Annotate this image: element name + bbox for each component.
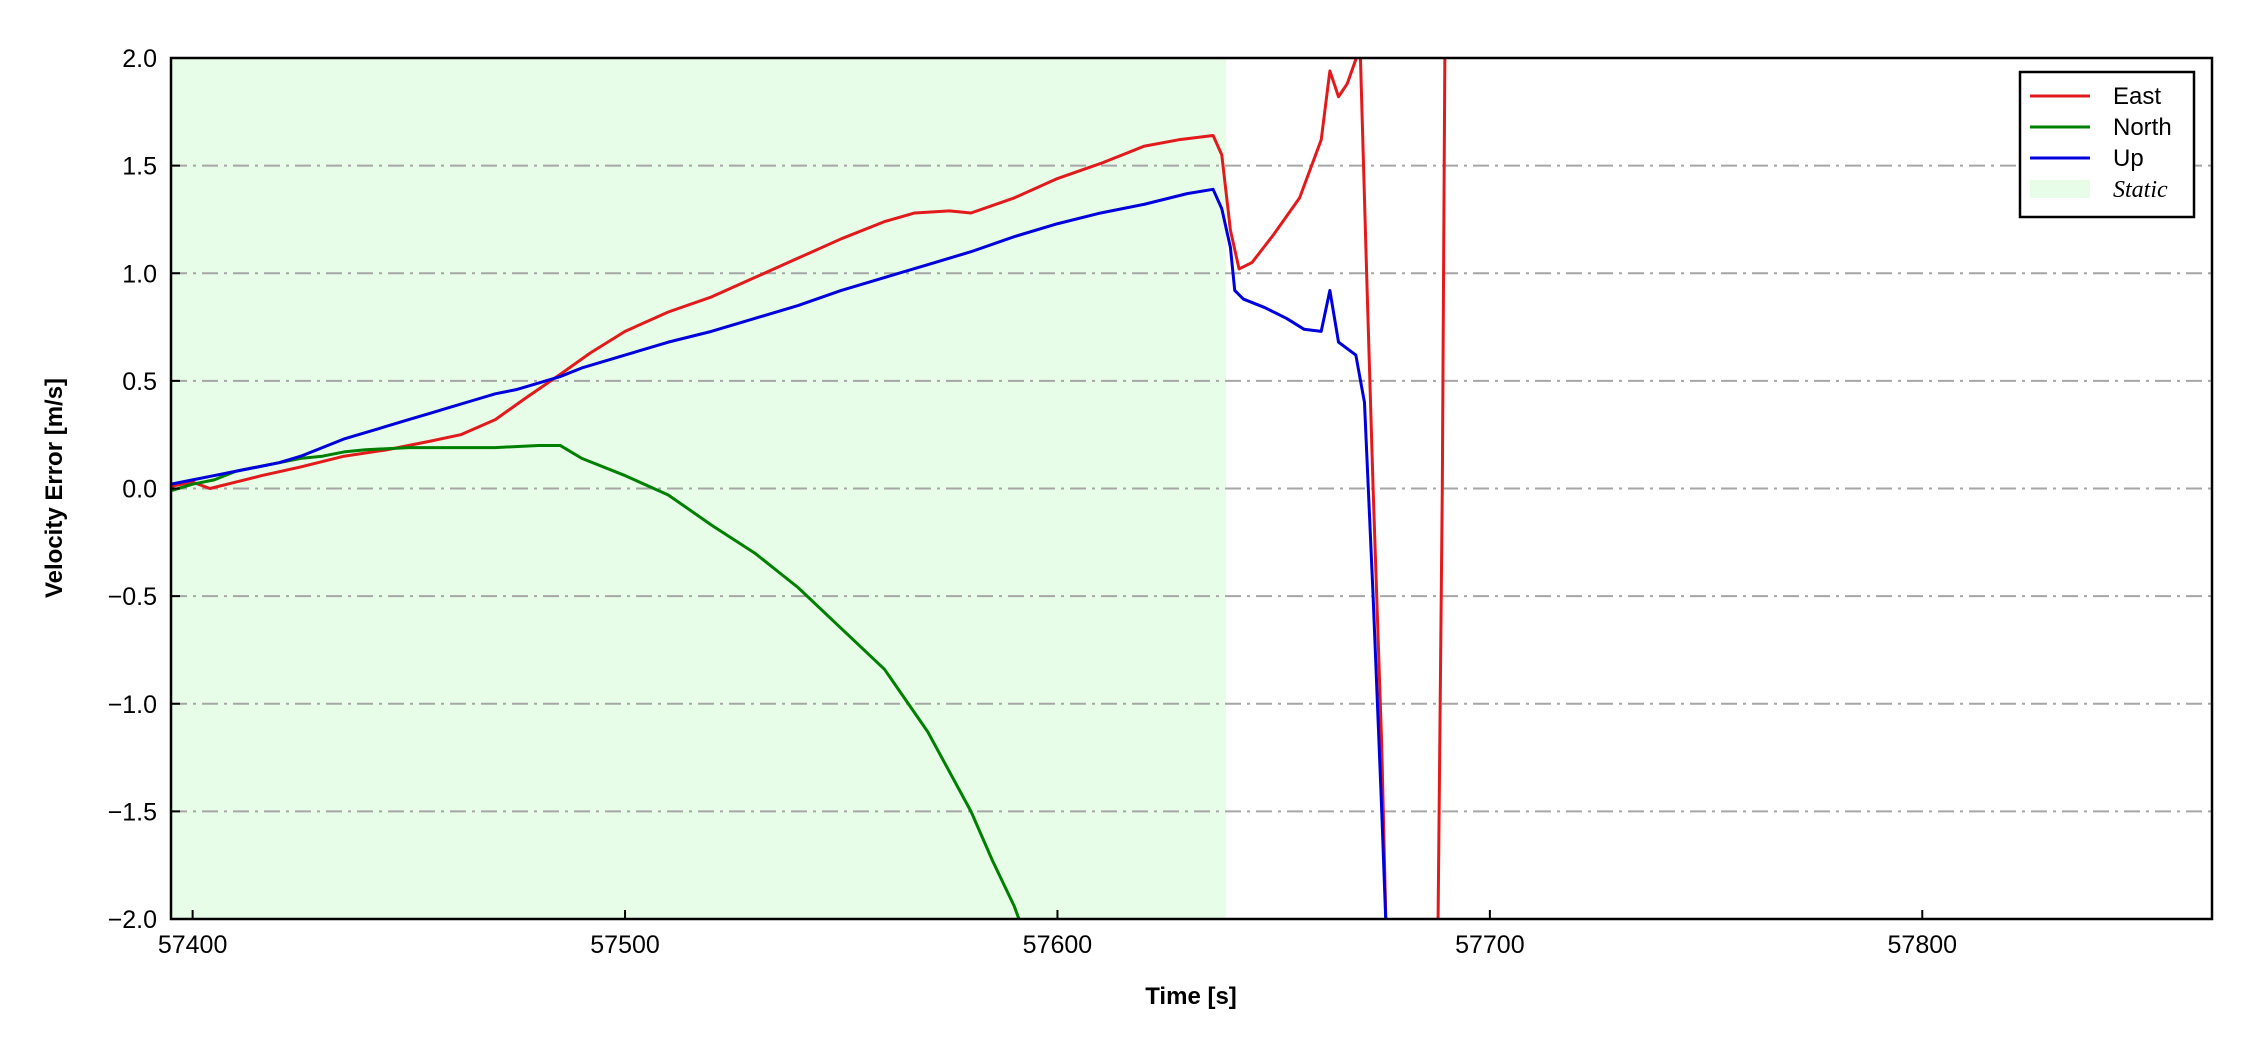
legend-swatch-static [2030, 180, 2090, 198]
y-tick-label: −2.0 [108, 906, 157, 934]
y-axis-label: Velocity Error [m/s] [41, 378, 68, 598]
y-tick-label: −1.5 [108, 798, 157, 826]
legend-label-north: North [2113, 114, 2172, 141]
y-tick-label: −1.0 [108, 691, 157, 719]
y-tick-label: 1.5 [122, 153, 157, 181]
series-line-east [171, 58, 1447, 919]
x-tick-label: 57600 [1023, 931, 1093, 959]
y-tick-label: 2.0 [122, 45, 157, 73]
x-tick-label: 57400 [158, 931, 228, 959]
y-tick-label: 1.0 [122, 260, 157, 288]
series-line-up [171, 187, 1388, 919]
legend-label-static: Static [2113, 177, 2168, 203]
y-tick-label: 0.0 [122, 476, 157, 504]
x-tick-label: 57800 [1888, 931, 1958, 959]
y-tick-label: 0.5 [122, 368, 157, 396]
legend-label-up: Up [2113, 145, 2144, 172]
legend-label-east: East [2113, 83, 2161, 110]
axis-ticks: 57400 57500 57600 57700 57800 2.0 1.5 1.0 0.5 0.0… [108, 45, 1957, 959]
y-tick-label: −0.5 [108, 583, 157, 611]
x-tick-label: 57700 [1455, 931, 1525, 959]
legend: East North Up Static [2018, 70, 2196, 219]
x-tick-label: 57500 [590, 931, 660, 959]
data-series [171, 58, 1447, 919]
x-axis-label: Time [s] [1145, 983, 1237, 1010]
